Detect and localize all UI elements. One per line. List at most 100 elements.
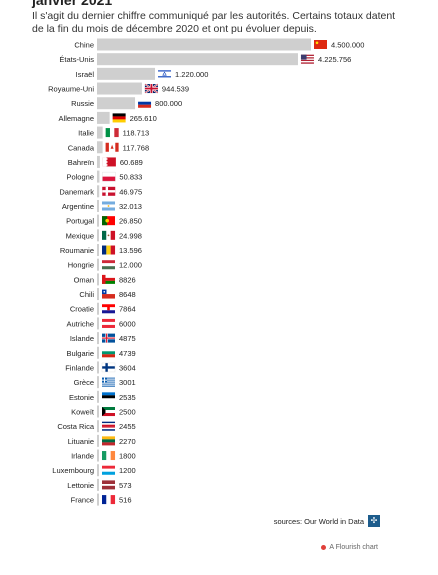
flag-icon — [144, 83, 159, 94]
bar[interactable] — [97, 111, 110, 124]
bar-row: Allemagne 265.610 — [59, 111, 157, 124]
bar-row: Argentine 32.013 — [62, 199, 142, 212]
chart-title: janvier 2021 — [32, 0, 113, 8]
bar[interactable] — [97, 273, 99, 286]
category-label: Hongrie — [68, 261, 94, 270]
value-label: 13.596 — [119, 246, 142, 255]
bar[interactable] — [97, 376, 99, 389]
category-label: Finlande — [65, 363, 94, 372]
bar[interactable] — [97, 332, 99, 345]
bar[interactable] — [97, 346, 99, 359]
bar[interactable] — [97, 214, 99, 227]
flag-icon — [102, 274, 115, 284]
value-label: 24.998 — [119, 231, 142, 240]
value-label: 50.833 — [119, 173, 142, 182]
category-label: Autriche — [66, 319, 94, 328]
category-label: France — [71, 496, 94, 505]
flag-icon — [102, 157, 116, 167]
bar[interactable] — [97, 244, 99, 257]
value-label: 8648 — [119, 290, 136, 299]
bar[interactable] — [97, 229, 99, 242]
bar[interactable] — [97, 317, 99, 330]
bar[interactable] — [97, 464, 99, 477]
flag-icon — [158, 69, 172, 79]
bar[interactable] — [97, 53, 298, 66]
value-label: 800.000 — [155, 99, 182, 108]
value-label: 265.610 — [130, 114, 157, 123]
bar[interactable] — [97, 126, 103, 139]
bar-row: Hongrie 12.000 — [68, 258, 142, 271]
category-label: Grèce — [74, 378, 94, 387]
bar[interactable] — [97, 420, 99, 433]
bar[interactable] — [97, 185, 100, 198]
bar-row: Koweït 2500 — [71, 405, 136, 418]
bar-row: Pologne 50.833 — [66, 170, 142, 183]
flourish-credit[interactable]: A Flourish chart — [321, 544, 378, 551]
bar-row: Bahreïn 60.689 — [68, 155, 143, 168]
category-label: Portugal — [66, 217, 94, 226]
bar-row: Roumanie 13.596 — [60, 244, 142, 257]
bar-row: Irlande 1800 — [71, 449, 136, 462]
flag-icon — [102, 451, 116, 461]
bar[interactable] — [97, 493, 99, 506]
flag-icon — [102, 245, 116, 255]
flourish-logo-icon — [321, 545, 327, 550]
bar-row: Estonie 2535 — [69, 390, 136, 403]
flourish-credit-text: A Flourish chart — [329, 544, 378, 551]
bar[interactable] — [97, 155, 100, 168]
bar-row: Chili 8648 — [79, 288, 136, 301]
category-label: Roumanie — [60, 246, 94, 255]
bar[interactable] — [97, 67, 156, 80]
category-label: Pologne — [66, 173, 94, 182]
value-label: 46.975 — [119, 187, 142, 196]
value-label: 4875 — [119, 334, 136, 343]
bar-row: Luxembourg 1200 — [52, 464, 136, 477]
category-label: Lettonie — [67, 481, 94, 490]
bar-row: Portugal 26.850 — [66, 214, 142, 227]
flag-icon — [112, 113, 126, 123]
flag-icon — [102, 186, 116, 196]
bar[interactable] — [97, 478, 99, 491]
flag-icon — [314, 40, 327, 49]
bar-row: Italie 118.713 — [78, 126, 149, 139]
bar[interactable] — [97, 258, 99, 271]
bar[interactable] — [97, 390, 99, 403]
bar-row: Israël 1.220.000 — [76, 67, 208, 80]
value-label: 60.689 — [120, 158, 143, 167]
bar-row: Bulgarie 4739 — [66, 346, 136, 359]
value-label: 32.013 — [119, 202, 142, 211]
bar[interactable] — [97, 449, 99, 462]
category-label: Chine — [74, 41, 94, 50]
bar[interactable] — [97, 434, 99, 447]
bar[interactable] — [97, 170, 100, 183]
category-label: Bahreïn — [68, 158, 94, 167]
bar-row: Islande 4875 — [70, 332, 136, 345]
flag-icon — [102, 230, 116, 240]
value-label: 2270 — [119, 437, 136, 446]
bar[interactable] — [97, 82, 142, 95]
flag-icon — [102, 171, 116, 182]
flag-icon — [102, 318, 115, 328]
bar[interactable] — [97, 302, 99, 315]
flag-icon — [105, 128, 119, 138]
bar[interactable] — [97, 38, 311, 51]
bar[interactable] — [97, 199, 99, 212]
flag-icon — [102, 421, 115, 431]
value-label: 2535 — [119, 393, 136, 402]
flag-icon — [102, 407, 115, 417]
bar[interactable] — [97, 405, 99, 418]
bar[interactable] — [97, 361, 99, 374]
flag-icon — [102, 216, 115, 226]
bar[interactable] — [97, 97, 136, 110]
bar[interactable] — [97, 288, 99, 301]
category-label: Danemark — [59, 187, 94, 196]
value-label: 516 — [119, 496, 132, 505]
category-label: États-Unis — [59, 55, 94, 64]
category-label: Argentine — [62, 202, 94, 211]
flag-icon — [138, 98, 152, 108]
bar-row: France 516 — [71, 493, 132, 506]
category-label: Russie — [71, 99, 94, 108]
category-label: Irlande — [71, 452, 94, 461]
bar[interactable] — [97, 141, 103, 154]
data-source-icon[interactable]: ✣ — [368, 515, 380, 527]
